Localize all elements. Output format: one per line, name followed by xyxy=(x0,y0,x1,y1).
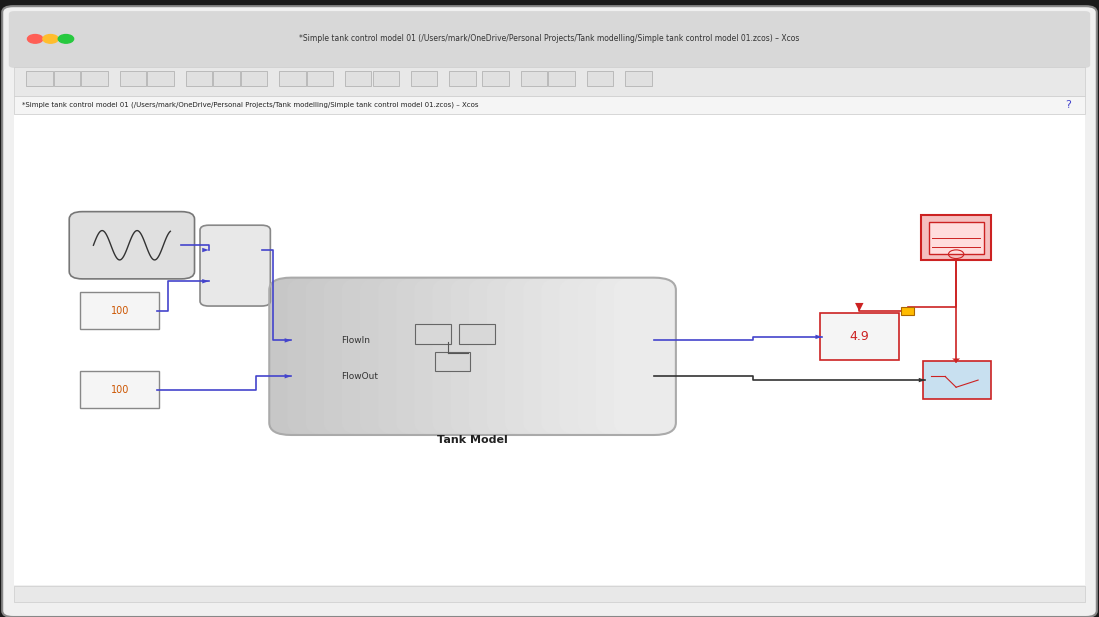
Text: *Simple tank control model 01 (/Users/mark/OneDrive/Personal Projects/Tank model: *Simple tank control model 01 (/Users/ma… xyxy=(22,102,478,108)
Text: 100: 100 xyxy=(111,305,129,316)
Text: ?: ? xyxy=(1066,100,1072,110)
Text: *Simple tank control model 01 (/Users/mark/OneDrive/Personal Projects/Tank model: *Simple tank control model 01 (/Users/ma… xyxy=(299,35,800,43)
Text: FlowOut: FlowOut xyxy=(341,371,378,381)
Text: 100: 100 xyxy=(111,384,129,395)
Text: ▼: ▼ xyxy=(855,302,864,312)
Text: Tank Model: Tank Model xyxy=(437,435,508,445)
Text: 4.9: 4.9 xyxy=(850,330,869,344)
Text: FlowIn: FlowIn xyxy=(341,336,369,345)
